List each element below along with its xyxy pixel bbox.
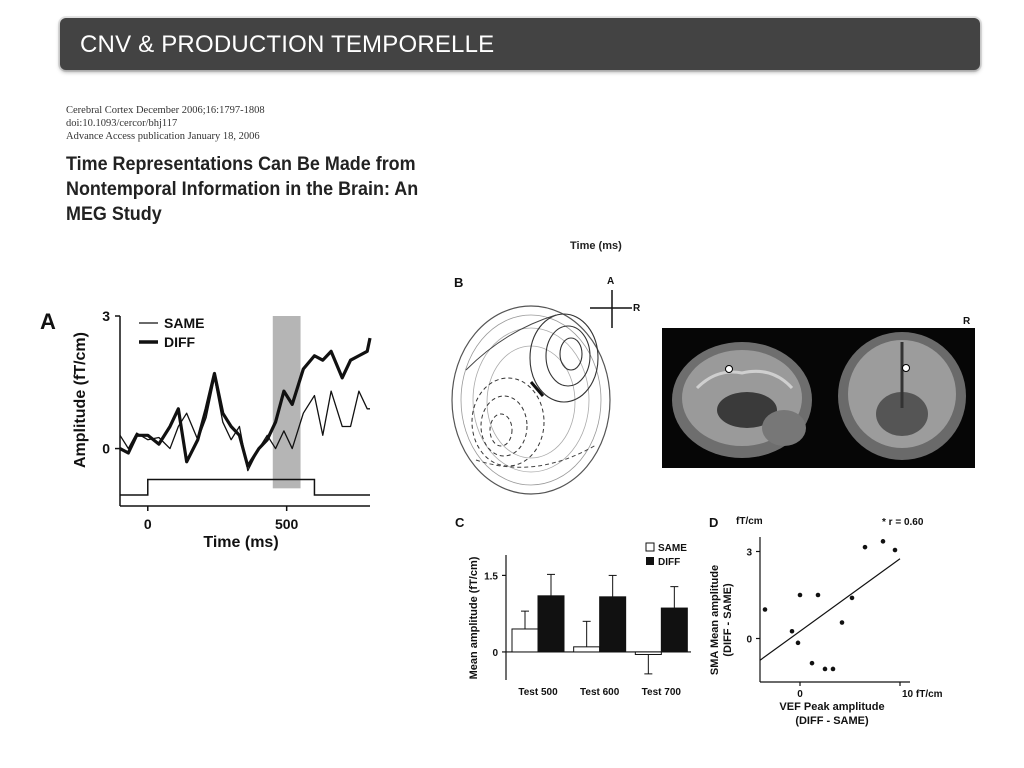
y-tick-label: 1.5 — [484, 571, 498, 582]
mri-slices — [672, 332, 966, 460]
y-tick-label: 0 — [492, 648, 498, 659]
scatter-point — [880, 539, 886, 544]
compass-cross: A R — [590, 276, 641, 328]
bar-diff — [537, 595, 565, 653]
category-label: Test 600 — [580, 687, 620, 698]
svg-text:(DIFF - SAME): (DIFF - SAME) — [795, 715, 869, 727]
scatter-point — [797, 592, 803, 598]
scatter-point — [809, 660, 815, 666]
slide-title: CNV & PRODUCTION TEMPORELLE — [80, 31, 495, 58]
panel-c-bar-chart: C Mean amplitude (fT/cm) 0 1.5 Test 500 Tes… — [455, 515, 691, 698]
category-label: Test 700 — [642, 687, 682, 698]
scatter-point — [822, 666, 828, 672]
correlation-annotation: * r = 0.60 — [882, 517, 924, 528]
legend-diff-box — [646, 557, 654, 565]
x-tick-label: 500 — [275, 516, 299, 532]
category-label: Test 500 — [518, 687, 558, 698]
scatter-point — [815, 592, 821, 598]
scatter-point — [839, 620, 845, 625]
head-map — [451, 305, 611, 495]
scatter-point — [849, 595, 855, 601]
panel-d-xlabel: VEF Peak amplitude (DIFF - SAME) — [779, 701, 884, 727]
scatter-point — [795, 640, 801, 646]
compass-r-label: R — [633, 303, 641, 314]
scatter-point — [862, 544, 868, 550]
svg-text:SMA Mean amplitude: SMA Mean amplitude — [709, 565, 721, 675]
scatter-point — [892, 547, 898, 553]
bar-diff — [599, 596, 627, 653]
cropped-axis-label: Time (ms) — [570, 240, 622, 252]
scatter-point — [789, 628, 795, 634]
y-tick-label: 3 — [102, 308, 110, 324]
citation-line-1: Cerebral Cortex December 2006;16:1797-18… — [66, 105, 265, 116]
panel-c-label: C — [455, 515, 465, 530]
paper-title: Time Representations Can Be Made from No… — [66, 153, 419, 225]
panel-a-ylabel: Amplitude (fT/cm) — [72, 332, 89, 468]
scatter-point — [762, 607, 768, 612]
series-same-line — [119, 377, 370, 472]
legend-diff-text: DIFF — [658, 557, 680, 568]
y-tick-label: 3 — [746, 548, 752, 559]
bar-same — [634, 651, 662, 655]
stimulus-trace — [120, 478, 370, 496]
panel-b-label: B — [454, 275, 463, 290]
panel-d-ylabel: SMA Mean amplitude (DIFF - SAME) — [709, 565, 734, 675]
legend-same-label: SAME — [164, 315, 204, 331]
panel-a-label: A — [40, 309, 56, 334]
legend-same-box — [645, 542, 655, 552]
legend-diff-label: DIFF — [164, 334, 196, 350]
legend-same-text: SAME — [658, 543, 687, 554]
y-tick-label: 0 — [746, 635, 752, 646]
bar-same — [511, 628, 539, 653]
panel-d-label: D — [709, 515, 718, 530]
citation-block: Cerebral Cortex December 2006;16:1797-18… — [66, 104, 265, 143]
panel-d-unit: fT/cm — [736, 516, 763, 527]
bar-diff — [660, 607, 688, 653]
shaded-region — [272, 316, 301, 489]
panel-a-xlabel: Time (ms) — [203, 534, 278, 551]
mri-r-marker: R — [963, 316, 971, 327]
series-diff-line — [119, 337, 372, 468]
svg-text:VEF Peak amplitude: VEF Peak amplitude — [779, 701, 884, 713]
regression-line — [759, 558, 901, 661]
scatter-point — [830, 666, 836, 672]
x-tick-label: 0 — [144, 516, 152, 532]
slide-title-bar: CNV & PRODUCTION TEMPORELLE — [60, 18, 980, 70]
compass-a-label: A — [607, 276, 614, 287]
panel-c-ylabel: Mean amplitude (fT/cm) — [468, 556, 480, 679]
x-tick-label: 0 — [797, 689, 803, 700]
panel-b-topography: B A R — [451, 275, 641, 495]
panel-a-line-chart: A Amplitude (fT/cm) Time (ms) 0 3 0 500 SAM… — [40, 308, 372, 551]
citation-line-3: Advance Access publication January 18, 2… — [66, 131, 260, 142]
svg-text:(DIFF - SAME): (DIFF - SAME) — [722, 583, 734, 657]
x-tick-label: 10 fT/cm — [902, 689, 943, 700]
citation-line-2: doi:10.1093/cercor/bhj117 — [66, 118, 178, 129]
mri-r-label: R — [963, 316, 971, 327]
mri-images — [662, 328, 975, 468]
y-tick-label: 0 — [102, 441, 110, 457]
bar-same — [573, 646, 601, 653]
panel-d-scatter-chart: D fT/cm * r = 0.60 SMA Mean amplitude (D… — [709, 515, 943, 727]
